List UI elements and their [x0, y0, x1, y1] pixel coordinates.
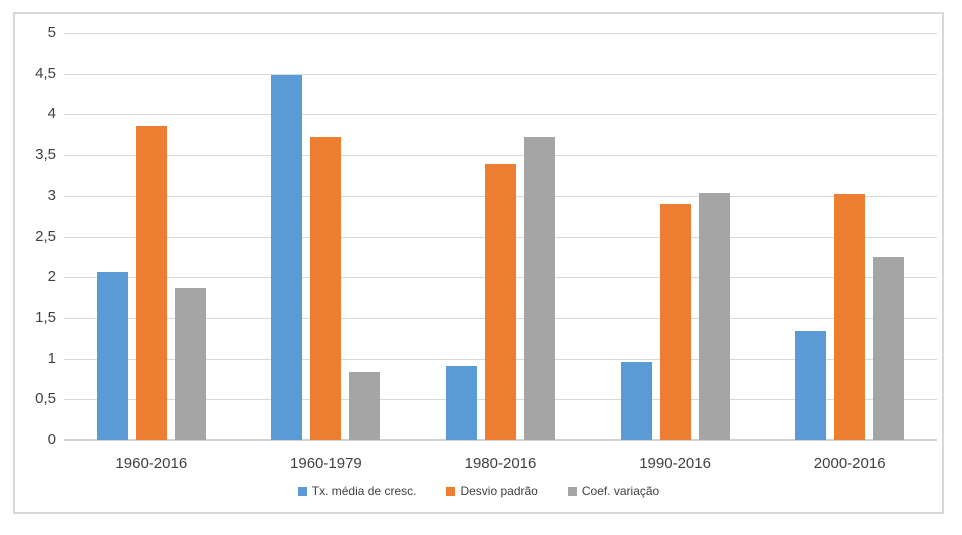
y-tick-label: 5 [47, 24, 56, 41]
legend-swatch-icon [446, 486, 456, 496]
legend-label: Coef. variação [581, 484, 660, 498]
legend-item: Desvio padrão [446, 484, 538, 498]
gridline [64, 155, 937, 156]
legend-label: Tx. média de cresc. [311, 484, 417, 498]
x-category-label: 1960-2016 [115, 455, 188, 472]
bar [349, 372, 381, 440]
bar [484, 164, 516, 440]
y-tick-label: 4,5 [35, 65, 56, 82]
bar [523, 137, 555, 440]
x-axis-line [64, 439, 937, 441]
y-tick-label: 3,5 [35, 146, 56, 163]
bar [659, 203, 691, 440]
y-tick-label: 0 [47, 431, 56, 448]
x-category-label: 1960-1979 [290, 455, 362, 472]
legend-item: Coef. variação [567, 484, 660, 498]
x-category-label: 2000-2016 [813, 455, 886, 472]
legend: Tx. média de cresc. Desvio padrão Coef. va… [15, 484, 942, 498]
category-group [413, 33, 588, 440]
bar [620, 361, 652, 440]
category-group [64, 33, 239, 440]
bar [135, 125, 167, 440]
bar [271, 75, 303, 440]
x-category-label: 1990-2016 [639, 455, 711, 472]
legend-label: Desvio padrão [460, 484, 538, 498]
bars-layer [64, 33, 937, 440]
y-tick-label: 2 [47, 268, 56, 285]
plot-area: 5 4,5 4 3,5 3 2,5 2 1,5 1 0,5 0 [35, 24, 937, 448]
bar [445, 365, 477, 440]
y-tick-label: 4 [47, 105, 56, 122]
legend-swatch-icon [567, 486, 577, 496]
y-tick-label: 3 [47, 187, 56, 204]
gridline [64, 33, 937, 34]
category-group [762, 33, 937, 440]
bar [795, 330, 827, 440]
y-tick-label: 0,5 [35, 390, 56, 407]
chart-frame: 5 4,5 4 3,5 3 2,5 2 1,5 1 0,5 0 1960-2016 1960-1979… [13, 12, 944, 514]
x-axis-labels: 1960-2016 1960-1979 1980-2016 1990-2016 2000… [64, 455, 937, 472]
y-tick-label: 2,5 [35, 228, 56, 245]
bar [96, 271, 128, 440]
gridline [64, 114, 937, 115]
legend-item: Tx. média de cresc. [297, 484, 417, 498]
y-tick-label: 1 [47, 350, 56, 367]
category-group [239, 33, 414, 440]
bar [698, 192, 730, 440]
bar [873, 256, 905, 440]
bar [310, 137, 342, 440]
x-category-label: 1980-2016 [464, 455, 537, 472]
bar [834, 194, 866, 440]
legend-swatch-icon [297, 486, 307, 496]
category-group [588, 33, 763, 440]
bar [174, 287, 206, 440]
gridline [64, 74, 937, 75]
y-tick-label: 1,5 [35, 309, 56, 326]
